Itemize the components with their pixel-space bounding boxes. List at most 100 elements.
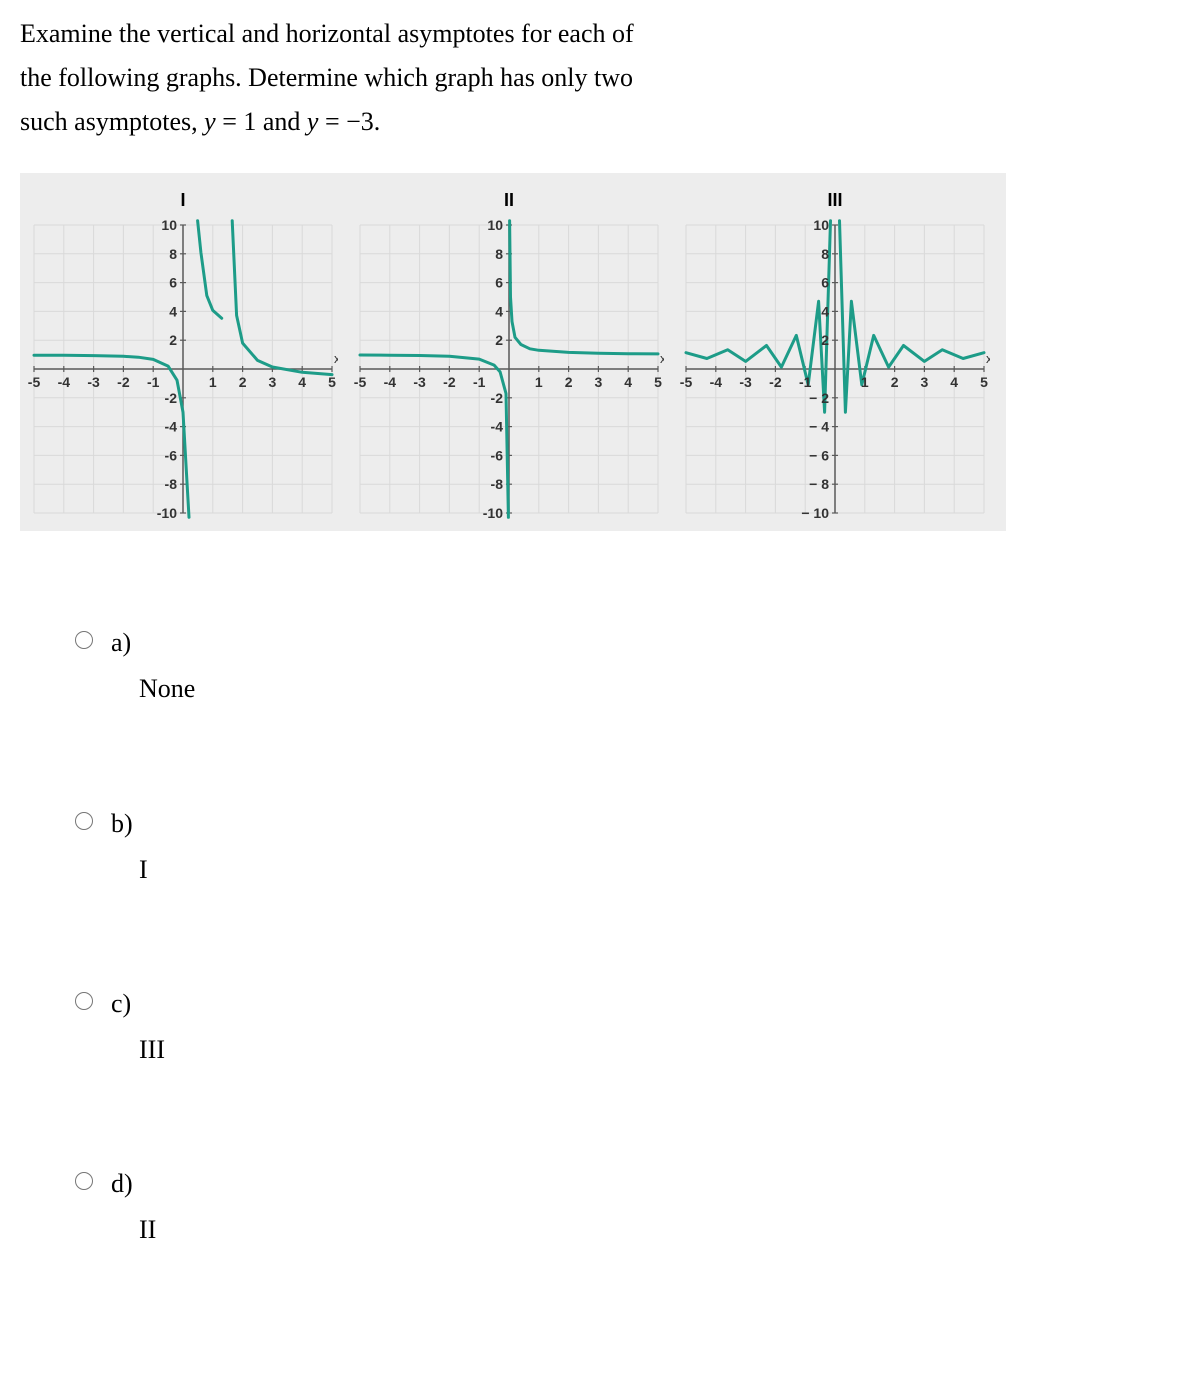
- y-tick-label: 6: [495, 275, 503, 291]
- y-tick-label: -2: [165, 390, 178, 406]
- x-tick-label: -3: [739, 374, 752, 390]
- option-letter: d): [111, 1162, 156, 1206]
- x-tick-label: 5: [980, 374, 988, 390]
- y-tick-label: − 4: [809, 419, 829, 435]
- x-tick-label: 5: [654, 374, 662, 390]
- option-value: None: [139, 667, 195, 711]
- x-tick-label: 2: [891, 374, 899, 390]
- y-tick-label: − 2: [809, 390, 829, 406]
- chart-title: I: [28, 185, 338, 216]
- option-letter: a): [111, 621, 195, 665]
- option-label: b)I: [111, 802, 148, 892]
- option-letter: c): [111, 982, 165, 1026]
- x-tick-label: -4: [384, 374, 397, 390]
- option-b: b)I: [70, 802, 1180, 892]
- chart-item: II -5 -4 -3 -2 -1 1 2 3 4 5 10 8 6 4 2 -2 -4 -6 -8 -10 x: [354, 185, 664, 520]
- y-tick-label: -8: [491, 476, 504, 492]
- y-tick-label: -10: [483, 505, 503, 519]
- q-line3-pre: such asymptotes,: [20, 107, 204, 136]
- option-radio-c[interactable]: [75, 992, 93, 1010]
- x-tick-label: -3: [87, 374, 100, 390]
- option-c: c)III: [70, 982, 1180, 1072]
- option-letter: b): [111, 802, 148, 846]
- x-tick-label: 3: [595, 374, 603, 390]
- q-line2: the following graphs. Determine which gr…: [20, 63, 633, 92]
- y-tick-label: 2: [821, 332, 829, 348]
- y-tick-label: -6: [491, 448, 504, 464]
- option-d: d)II: [70, 1162, 1180, 1252]
- y-tick-label: -4: [491, 419, 504, 435]
- option-value: II: [139, 1208, 156, 1252]
- chart-I: -5-4-3-2-112345108642-2-4-6-8-10x: [28, 219, 338, 519]
- q-eq2-rest: = −3.: [318, 107, 380, 136]
- q-and: and: [256, 107, 307, 136]
- y-tick-label: 4: [495, 304, 503, 320]
- x-tick-label: -5: [354, 374, 366, 390]
- y-tick-label: 6: [821, 275, 829, 291]
- y-tick-label: 8: [821, 246, 829, 262]
- y-tick-label: -6: [165, 448, 178, 464]
- chart-III: -5 -4 -3 -2 -1 1 2 3 4 5 10 8 6 4 2 − 2 − 4 − 6 − 8 − 10 x: [680, 219, 990, 519]
- x-tick-label: -1: [799, 374, 812, 390]
- x-tick-label: -2: [769, 374, 782, 390]
- chart-item: III -5 -4 -3 -2 -1 1 2 3 4 5 10 8 6 4 2 − 2 − 4 − 6 − 8 − 10…: [680, 185, 990, 520]
- chart-II: -5 -4 -3 -2 -1 1 2 3 4 5 10 8 6 4 2 -2 -4 -6 -8 -10 x: [354, 219, 664, 519]
- x-tick-label: -1: [147, 374, 160, 390]
- y-tick-label: 6: [169, 275, 177, 291]
- chart-title: III: [680, 185, 990, 216]
- option-label: c)III: [111, 982, 165, 1072]
- option-radio-b[interactable]: [75, 812, 93, 830]
- option-radio-a[interactable]: [75, 631, 93, 649]
- options-list: a)Noneb)Ic)IIId)II: [70, 621, 1180, 1253]
- chart-title: II: [354, 185, 664, 216]
- y-tick-label: 10: [487, 219, 503, 233]
- x-axis-label: x: [660, 351, 664, 366]
- chart-item: I-5-4-3-2-112345108642-2-4-6-8-10x: [28, 185, 338, 520]
- y-tick-label: − 6: [809, 448, 829, 464]
- x-tick-label: -1: [473, 374, 486, 390]
- x-tick-label: 2: [565, 374, 573, 390]
- x-tick-label: -5: [680, 374, 692, 390]
- option-radio-d[interactable]: [75, 1172, 93, 1190]
- y-tick-label: -8: [165, 476, 178, 492]
- x-tick-label: -2: [443, 374, 456, 390]
- x-tick-label: 1: [209, 374, 217, 390]
- x-tick-label: -4: [58, 374, 71, 390]
- y-tick-label: − 8: [809, 476, 829, 492]
- x-tick-label: -5: [28, 374, 40, 390]
- x-tick-label: 3: [269, 374, 277, 390]
- x-axis-label: x: [986, 351, 990, 366]
- x-axis-label: x: [334, 351, 338, 366]
- y-tick-label: − 10: [801, 505, 829, 519]
- y-tick-label: 10: [813, 219, 829, 233]
- y-tick-label: 10: [161, 219, 177, 233]
- y-tick-label: 8: [169, 246, 177, 262]
- x-tick-label: 4: [298, 374, 306, 390]
- question-text: Examine the vertical and horizontal asym…: [20, 12, 1180, 145]
- option-a: a)None: [70, 621, 1180, 711]
- y-tick-label: -10: [157, 505, 177, 519]
- y-tick-label: -2: [491, 390, 504, 406]
- y-tick-label: 2: [495, 332, 503, 348]
- x-tick-label: 4: [950, 374, 958, 390]
- y-tick-label: 8: [495, 246, 503, 262]
- option-label: d)II: [111, 1162, 156, 1252]
- q-eq1-rest: = 1: [216, 107, 257, 136]
- x-tick-label: -2: [117, 374, 130, 390]
- chart-row: I -5 -4 -3 -2 -1 1 2 3 4 5 10 8 6 4 2 -2 -4 -6 -8 -10 x II -5 -4…: [20, 173, 1006, 532]
- x-tick-label: -4: [710, 374, 723, 390]
- q-eq2-var: y: [307, 107, 319, 136]
- x-tick-label: 5: [328, 374, 336, 390]
- x-tick-label: 1: [861, 374, 869, 390]
- x-tick-label: 1: [535, 374, 543, 390]
- option-value: I: [139, 848, 148, 892]
- q-eq1-var: y: [204, 107, 216, 136]
- x-tick-label: 2: [239, 374, 247, 390]
- x-tick-label: 3: [921, 374, 929, 390]
- option-value: III: [139, 1028, 165, 1072]
- x-tick-label: -3: [413, 374, 426, 390]
- q-line1: Examine the vertical and horizontal asym…: [20, 19, 634, 48]
- y-tick-label: 4: [821, 304, 829, 320]
- x-tick-label: 4: [624, 374, 632, 390]
- y-tick-label: 2: [169, 332, 177, 348]
